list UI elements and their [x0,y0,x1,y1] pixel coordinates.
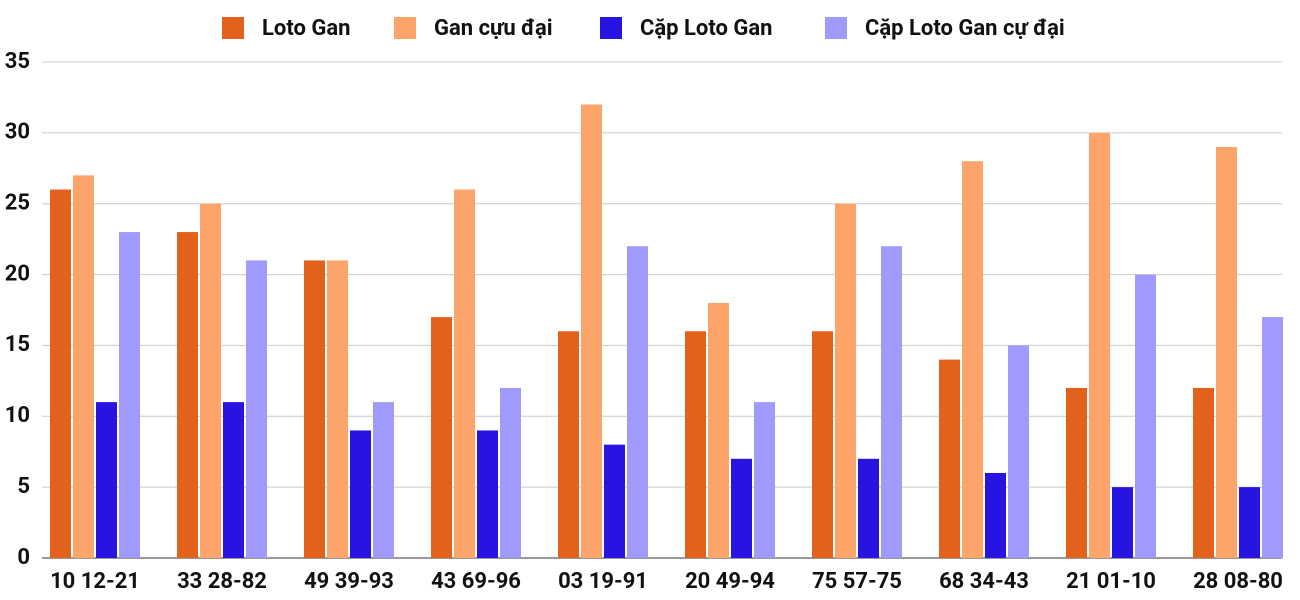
legend-label: Cặp Loto Gan [640,16,772,41]
bar [1216,147,1237,558]
y-tick-label: 35 [5,49,30,74]
bar [962,161,983,558]
legend-swatch [825,17,847,39]
y-tick-label: 25 [5,191,30,216]
bar [177,232,198,559]
x-tick-label: 21 01-10 [1066,569,1156,594]
bar [119,232,140,559]
bar [1262,317,1283,558]
bar [558,331,579,558]
bar [604,444,625,558]
bar [73,175,94,558]
bar [431,317,452,558]
bar [454,189,475,559]
legend-swatch [222,17,244,39]
x-tick-label: 75 57-75 [812,569,902,594]
bar [500,387,521,558]
x-tick-label: 49 39-93 [304,569,394,594]
bar [881,246,902,558]
bar [685,331,706,558]
x-tick-label: 20 49-94 [685,569,775,594]
x-tick-label: 68 34-43 [939,569,1029,594]
x-tick-label: 33 28-82 [177,569,267,594]
bar [939,359,960,558]
y-tick-label: 20 [5,261,30,286]
legend-label: Cặp Loto Gan cự đại [865,16,1065,41]
y-tick-label: 0 [17,545,30,570]
bar [350,430,371,558]
x-tick-label: 03 19-91 [558,569,648,594]
y-tick-label: 15 [5,332,30,357]
bar [477,430,498,558]
bar [50,189,71,559]
bar [627,246,648,558]
bar [1239,487,1260,558]
legend-swatch [394,17,416,39]
bar [327,260,348,558]
bar [304,260,325,558]
bar [754,402,775,558]
x-tick-label: 43 69-96 [431,569,521,594]
bar [246,260,267,558]
legend-swatch [600,17,622,39]
bar [1089,132,1110,558]
bar [731,458,752,558]
bar [223,402,244,558]
y-tick-label: 5 [17,474,30,499]
x-tick-label: 28 08-80 [1193,569,1283,594]
bar [1066,387,1087,558]
bar [812,331,833,558]
bar [858,458,879,558]
bar [985,472,1006,558]
bar [373,402,394,558]
bar [708,302,729,558]
legend-label: Loto Gan [262,16,350,41]
legend-label: Gan cựu đại [434,16,553,41]
bar [835,203,856,558]
bar [1193,387,1214,558]
bar [1135,274,1156,558]
bar [1112,487,1133,558]
y-tick-label: 10 [5,403,30,428]
bar [200,203,221,558]
bar [1008,345,1029,558]
bar [581,104,602,558]
y-tick-label: 30 [5,120,30,145]
x-tick-label: 10 12-21 [50,569,140,594]
bar [96,402,117,558]
